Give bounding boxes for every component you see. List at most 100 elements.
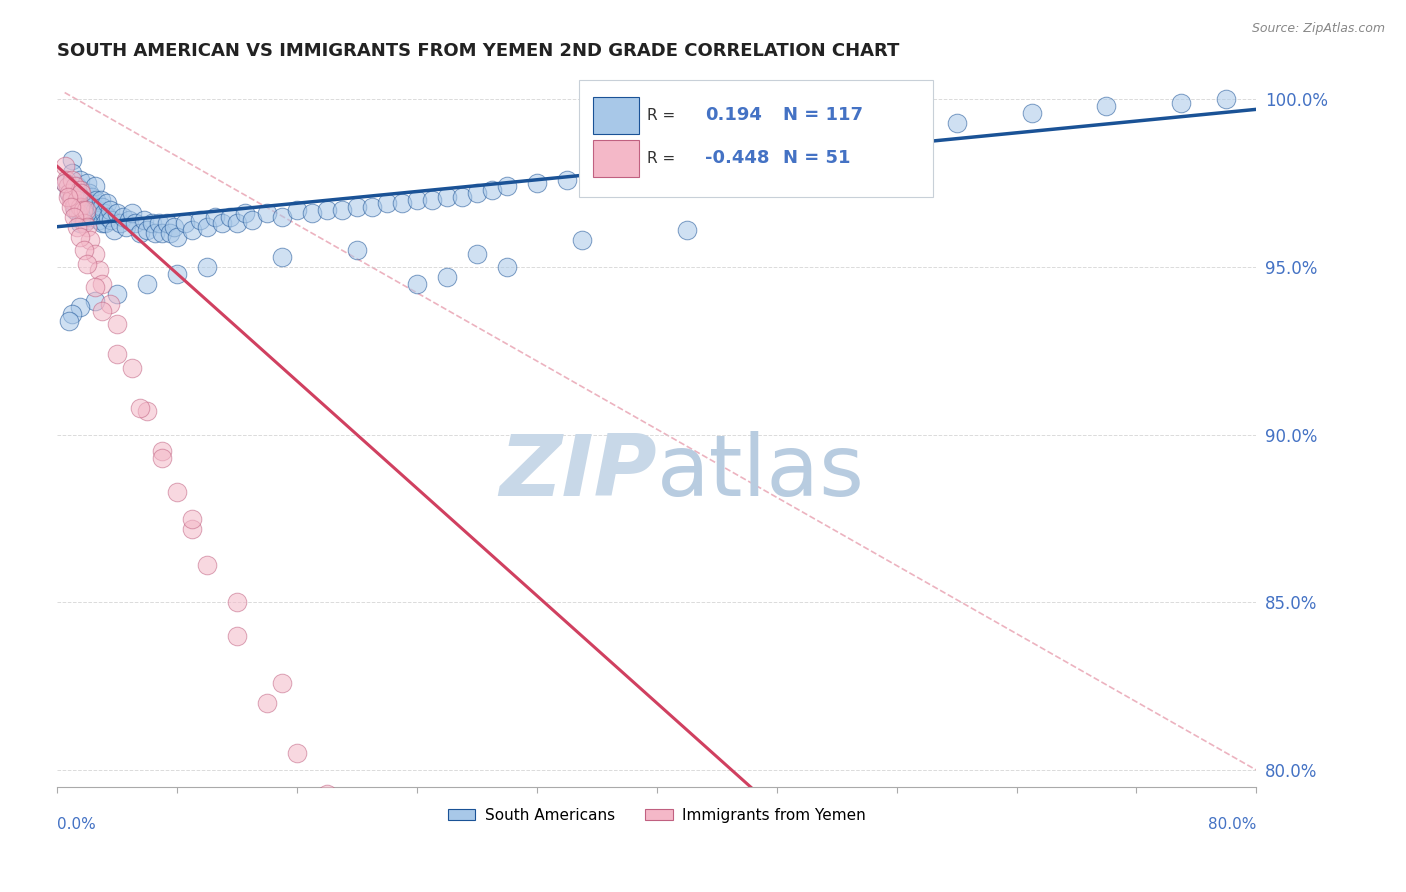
- Text: R =: R =: [647, 108, 681, 123]
- Point: [94, 216, 117, 230]
- Point: [55, 173, 77, 187]
- Point: [218, 210, 240, 224]
- Point: [91, 303, 114, 318]
- Point: [58, 186, 80, 201]
- Point: [60, 189, 83, 203]
- Point: [53, 176, 76, 190]
- Point: [166, 267, 188, 281]
- Legend: South Americans, Immigrants from Yemen: South Americans, Immigrants from Yemen: [441, 802, 872, 830]
- Point: [690, 153, 713, 167]
- Point: [316, 787, 339, 801]
- Point: [60, 307, 83, 321]
- Point: [155, 216, 177, 230]
- Point: [436, 189, 458, 203]
- Point: [91, 216, 114, 230]
- Point: [69, 173, 91, 187]
- Point: [89, 263, 111, 277]
- Point: [76, 219, 98, 234]
- Point: [67, 206, 90, 220]
- Point: [141, 216, 163, 230]
- Point: [1215, 92, 1237, 106]
- Point: [148, 216, 170, 230]
- Point: [118, 213, 141, 227]
- Point: [121, 360, 143, 375]
- Point: [66, 219, 89, 234]
- Point: [134, 213, 156, 227]
- Text: N = 51: N = 51: [783, 149, 851, 167]
- Point: [69, 300, 91, 314]
- Point: [166, 484, 188, 499]
- Point: [75, 202, 97, 217]
- Point: [108, 216, 131, 230]
- Point: [91, 200, 114, 214]
- Point: [72, 189, 94, 203]
- FancyBboxPatch shape: [593, 96, 638, 134]
- Point: [69, 206, 91, 220]
- Point: [89, 213, 111, 227]
- Point: [675, 223, 697, 237]
- Point: [63, 179, 86, 194]
- Point: [256, 206, 278, 220]
- Point: [98, 202, 121, 217]
- Point: [420, 193, 443, 207]
- Point: [73, 243, 96, 257]
- Point: [100, 213, 122, 227]
- Point: [77, 186, 100, 201]
- Point: [56, 179, 79, 194]
- Point: [83, 246, 105, 260]
- Point: [91, 277, 114, 291]
- Point: [825, 132, 848, 146]
- Point: [69, 193, 91, 207]
- Point: [166, 229, 188, 244]
- Point: [56, 189, 79, 203]
- Text: Source: ZipAtlas.com: Source: ZipAtlas.com: [1251, 22, 1385, 36]
- Point: [256, 696, 278, 710]
- Point: [105, 206, 128, 220]
- Point: [60, 166, 83, 180]
- Point: [66, 193, 89, 207]
- Point: [195, 260, 218, 274]
- Point: [159, 227, 181, 241]
- Point: [780, 139, 803, 153]
- Point: [226, 595, 249, 609]
- Point: [195, 558, 218, 573]
- Point: [59, 200, 82, 214]
- Point: [62, 210, 84, 224]
- Point: [70, 183, 93, 197]
- Point: [1170, 95, 1192, 110]
- Point: [526, 176, 548, 190]
- Point: [79, 233, 101, 247]
- Point: [375, 196, 398, 211]
- Point: [69, 200, 91, 214]
- Point: [406, 277, 429, 291]
- Point: [163, 219, 186, 234]
- Point: [70, 186, 93, 201]
- Point: [69, 216, 91, 230]
- Point: [128, 401, 150, 415]
- Point: [82, 200, 104, 214]
- Point: [195, 219, 218, 234]
- Point: [211, 216, 233, 230]
- Point: [585, 169, 607, 184]
- Point: [98, 297, 121, 311]
- Point: [143, 227, 166, 241]
- Point: [63, 202, 86, 217]
- Point: [83, 179, 105, 194]
- Point: [62, 200, 84, 214]
- Point: [571, 233, 593, 247]
- Point: [73, 186, 96, 201]
- Point: [150, 451, 173, 466]
- Point: [271, 676, 294, 690]
- Point: [53, 176, 76, 190]
- Point: [150, 444, 173, 458]
- Point: [285, 202, 308, 217]
- Point: [204, 210, 226, 224]
- Text: SOUTH AMERICAN VS IMMIGRANTS FROM YEMEN 2ND GRADE CORRELATION CHART: SOUTH AMERICAN VS IMMIGRANTS FROM YEMEN …: [58, 42, 900, 60]
- Point: [66, 179, 89, 194]
- Point: [451, 189, 474, 203]
- Point: [301, 206, 323, 220]
- Point: [346, 243, 368, 257]
- Point: [1095, 99, 1118, 113]
- Point: [465, 246, 488, 260]
- Point: [188, 213, 211, 227]
